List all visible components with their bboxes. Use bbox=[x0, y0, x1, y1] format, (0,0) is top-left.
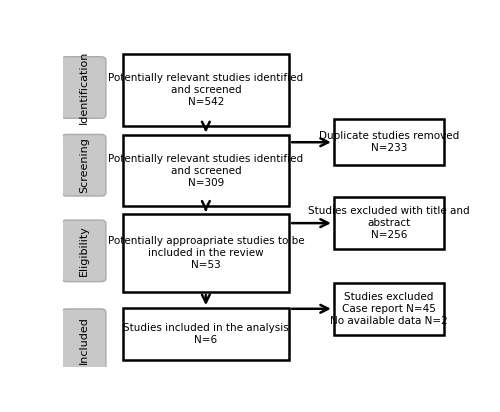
FancyBboxPatch shape bbox=[62, 134, 106, 196]
Text: Studies included in the analysis: Studies included in the analysis bbox=[123, 323, 289, 333]
Text: Included: Included bbox=[79, 316, 89, 364]
Text: No available data N=2: No available data N=2 bbox=[330, 316, 448, 326]
Text: N=53: N=53 bbox=[191, 260, 221, 270]
Text: and screened: and screened bbox=[170, 85, 241, 95]
Text: abstract: abstract bbox=[368, 218, 410, 228]
FancyBboxPatch shape bbox=[62, 57, 106, 118]
FancyBboxPatch shape bbox=[62, 220, 106, 282]
Text: Duplicate studies removed: Duplicate studies removed bbox=[319, 131, 459, 141]
Text: N=233: N=233 bbox=[371, 143, 407, 153]
Bar bbox=[334, 197, 444, 249]
Bar bbox=[334, 283, 444, 335]
Text: Potentially relevant studies identified: Potentially relevant studies identified bbox=[108, 154, 304, 164]
Text: Studies excluded with title and: Studies excluded with title and bbox=[308, 206, 470, 216]
Text: and screened: and screened bbox=[170, 166, 241, 176]
Text: Screening: Screening bbox=[79, 137, 89, 193]
Text: included in the review: included in the review bbox=[148, 248, 264, 258]
Bar bbox=[122, 214, 289, 292]
FancyBboxPatch shape bbox=[62, 309, 106, 370]
Bar bbox=[122, 135, 289, 206]
Text: Potentially approapriate studies to be: Potentially approapriate studies to be bbox=[108, 236, 304, 246]
Text: Identification: Identification bbox=[79, 51, 89, 124]
Bar bbox=[334, 119, 444, 165]
Text: Case report N=45: Case report N=45 bbox=[342, 304, 436, 314]
Text: N=309: N=309 bbox=[188, 178, 224, 188]
Text: N=6: N=6 bbox=[194, 335, 218, 345]
Text: Studies excluded: Studies excluded bbox=[344, 292, 434, 302]
Text: N=542: N=542 bbox=[188, 97, 224, 107]
Bar bbox=[122, 308, 289, 360]
Text: N=256: N=256 bbox=[371, 230, 407, 240]
Bar bbox=[122, 54, 289, 126]
Text: Potentially relevant studies identified: Potentially relevant studies identified bbox=[108, 73, 304, 83]
Text: Eligibility: Eligibility bbox=[79, 225, 89, 276]
